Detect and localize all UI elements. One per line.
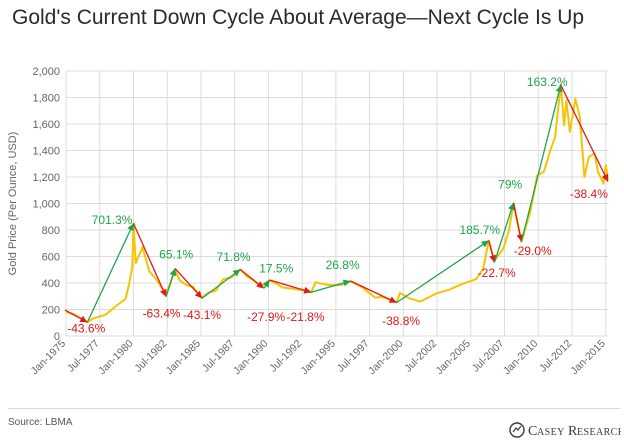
x-tick-label: Jan-2000 — [366, 338, 406, 378]
cycle-arrow-up — [396, 240, 490, 304]
cycle-label-down: -22.7% — [478, 266, 516, 280]
svg-text:R: R — [568, 424, 578, 439]
cycle-arrow-up — [520, 84, 562, 242]
y-tick-label: 1,600 — [32, 119, 60, 131]
y-tick-label: 600 — [42, 252, 60, 264]
arrowhead-icon — [256, 281, 264, 289]
y-tick-label: 2,000 — [32, 66, 60, 78]
gridlines — [65, 70, 608, 337]
svg-text:ASEY: ASEY — [537, 427, 565, 438]
x-tick-label: Jan-2010 — [501, 338, 541, 378]
arrowhead-icon — [342, 279, 351, 287]
y-tick-label: 1,800 — [32, 93, 60, 105]
arrowhead-icon — [232, 269, 241, 277]
cycle-label-down: -63.4% — [143, 306, 181, 320]
arrowhead-icon — [160, 288, 167, 297]
cycle-label-down: -29.0% — [514, 244, 552, 258]
cycle-label-down: -43.6% — [67, 322, 105, 336]
chart-title: Gold's Current Down Cycle About Average—… — [12, 6, 585, 29]
x-tick-label: Jan-1980 — [96, 338, 136, 378]
cycle-label-up: 71.8% — [217, 250, 251, 264]
cycle-label-down: -43.1% — [183, 308, 221, 322]
y-tick-label: 800 — [42, 225, 60, 237]
svg-text:C: C — [528, 424, 537, 439]
arrowhead-icon — [303, 286, 312, 294]
y-tick-label: 200 — [42, 305, 60, 317]
cycle-label-up: 17.5% — [259, 261, 293, 275]
cycle-label-up: 185.7% — [459, 223, 500, 237]
y-tick-label: 400 — [42, 278, 60, 290]
arrowhead-icon — [194, 290, 203, 299]
cycle-label-down: -27.9% — [247, 310, 285, 324]
cycle-arrows — [64, 84, 609, 323]
arrowhead-icon — [388, 296, 397, 303]
x-tick-label: Jan-2005 — [433, 338, 473, 378]
cycle-arrow-up — [86, 223, 135, 323]
arrowhead-icon — [127, 223, 134, 232]
arrowhead-icon — [601, 173, 609, 182]
cycle-label-up: 163.2% — [527, 75, 568, 89]
x-tick-label: Jan-1975 — [29, 338, 69, 378]
cycle-label-up: 26.8% — [326, 258, 360, 272]
arrowhead-icon — [555, 84, 563, 93]
cycle-label-down: -21.8% — [286, 310, 324, 324]
cycle-label-down: -38.8% — [382, 314, 420, 328]
logo-mark-icon — [509, 422, 525, 438]
cycle-arrow-up — [201, 268, 241, 299]
cycle-arrow-down — [350, 280, 397, 304]
footer-divider — [8, 408, 620, 409]
source-note: Source: LBMA — [8, 417, 73, 428]
y-tick-label: 1,200 — [32, 172, 60, 184]
cycle-label-up: 701.3% — [92, 213, 133, 227]
y-axis-label: Gold Price (Per Ounce, USD) — [7, 132, 19, 276]
svg-text:ESEARCH: ESEARCH — [577, 427, 621, 438]
y-tick-label: 0 — [54, 331, 60, 343]
arrowhead-icon — [508, 202, 515, 211]
x-tick-label: Jan-2015 — [568, 338, 608, 378]
cycle-label-up: 79% — [498, 177, 522, 191]
x-tick-label: Jan-1995 — [299, 338, 339, 378]
arrowhead-icon — [169, 268, 177, 277]
y-tick-label: 1,000 — [32, 199, 60, 211]
y-tick-label: 1,400 — [32, 146, 60, 158]
x-axis-ticks: Jan-1975Jul-1977Jan-1980Jul-1982Jan-1985… — [29, 338, 608, 378]
cycle-label-down: -38.4% — [570, 187, 608, 201]
y-axis-ticks: 0 200 400 600 800 1,000 1,200 1,400 1,600 1,800 2,… — [32, 66, 60, 343]
cycle-arrow-down — [132, 223, 167, 297]
arrowhead-icon — [262, 279, 270, 288]
cycle-arrow-down — [269, 279, 312, 293]
cycle-arrow-up — [493, 202, 515, 263]
arrowhead-icon — [79, 315, 88, 323]
x-tick-label: Jan-1990 — [231, 338, 271, 378]
casey-research-logo: C ASEY R ESEARCH — [509, 422, 621, 439]
cycle-arrow-down — [560, 84, 609, 182]
cycle-label-up: 65.1% — [159, 247, 193, 261]
x-tick-label: Jan-1985 — [164, 338, 204, 378]
arrowhead-icon — [481, 240, 489, 248]
cycle-labels: -43.6% 701.3% -63.4% 65.1% -43.1% 71.8% -27.9%… — [67, 75, 608, 335]
